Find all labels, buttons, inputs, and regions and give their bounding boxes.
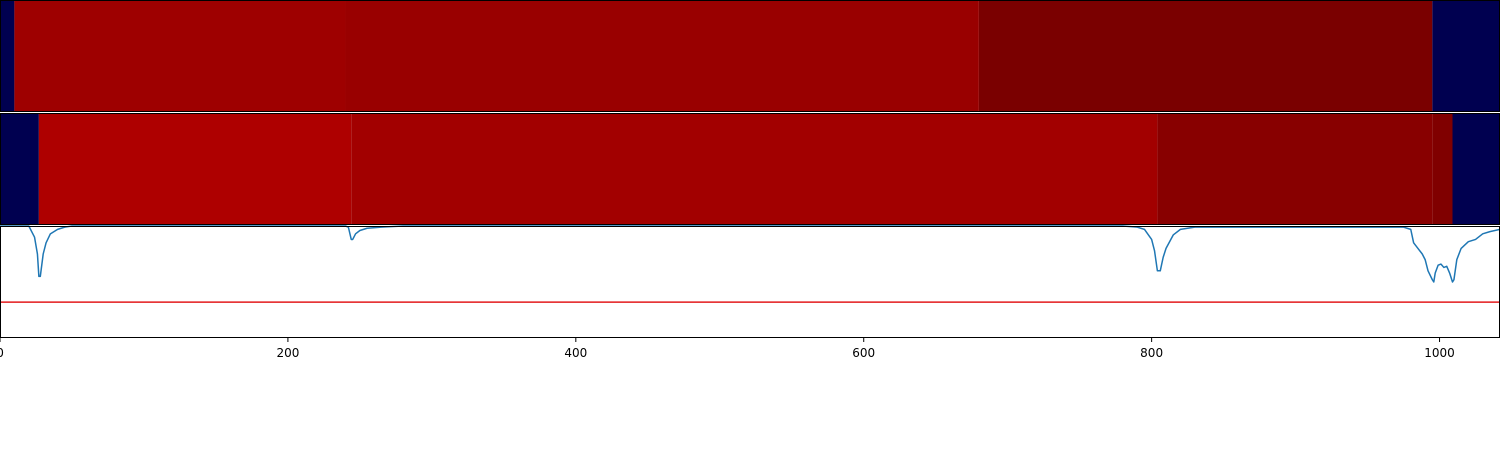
heatmap-track-1-segment-4 [978, 0, 1433, 112]
heatmap-track-1-segment-5 [1432, 0, 1500, 112]
heatmap-track-1-segment-2 [14, 0, 346, 112]
heatmap-track-2-segment-3 [351, 113, 1158, 225]
heatmap-track-2-segment-4 [1157, 113, 1433, 225]
heatmap-track-2-segment-2 [38, 113, 352, 225]
signal-line [0, 225, 1500, 283]
x-tick-label: 400 [564, 346, 587, 360]
heatmap-track-2-segment-5 [1432, 113, 1453, 225]
x-tick-label: 0 [0, 346, 4, 360]
x-tick-label: 200 [276, 346, 299, 360]
heatmap-track-2-segment-1 [0, 113, 39, 225]
x-tick-label: 1000 [1424, 346, 1455, 360]
heatmap-track-2-segment-6 [1452, 113, 1500, 225]
heatmap-track-1-segment-1 [0, 0, 15, 112]
heatmap-track-1-segment-3 [345, 0, 979, 112]
line-panel-frame [0, 226, 1500, 338]
x-tick-label: 600 [852, 346, 875, 360]
x-tick-label: 800 [1140, 346, 1163, 360]
